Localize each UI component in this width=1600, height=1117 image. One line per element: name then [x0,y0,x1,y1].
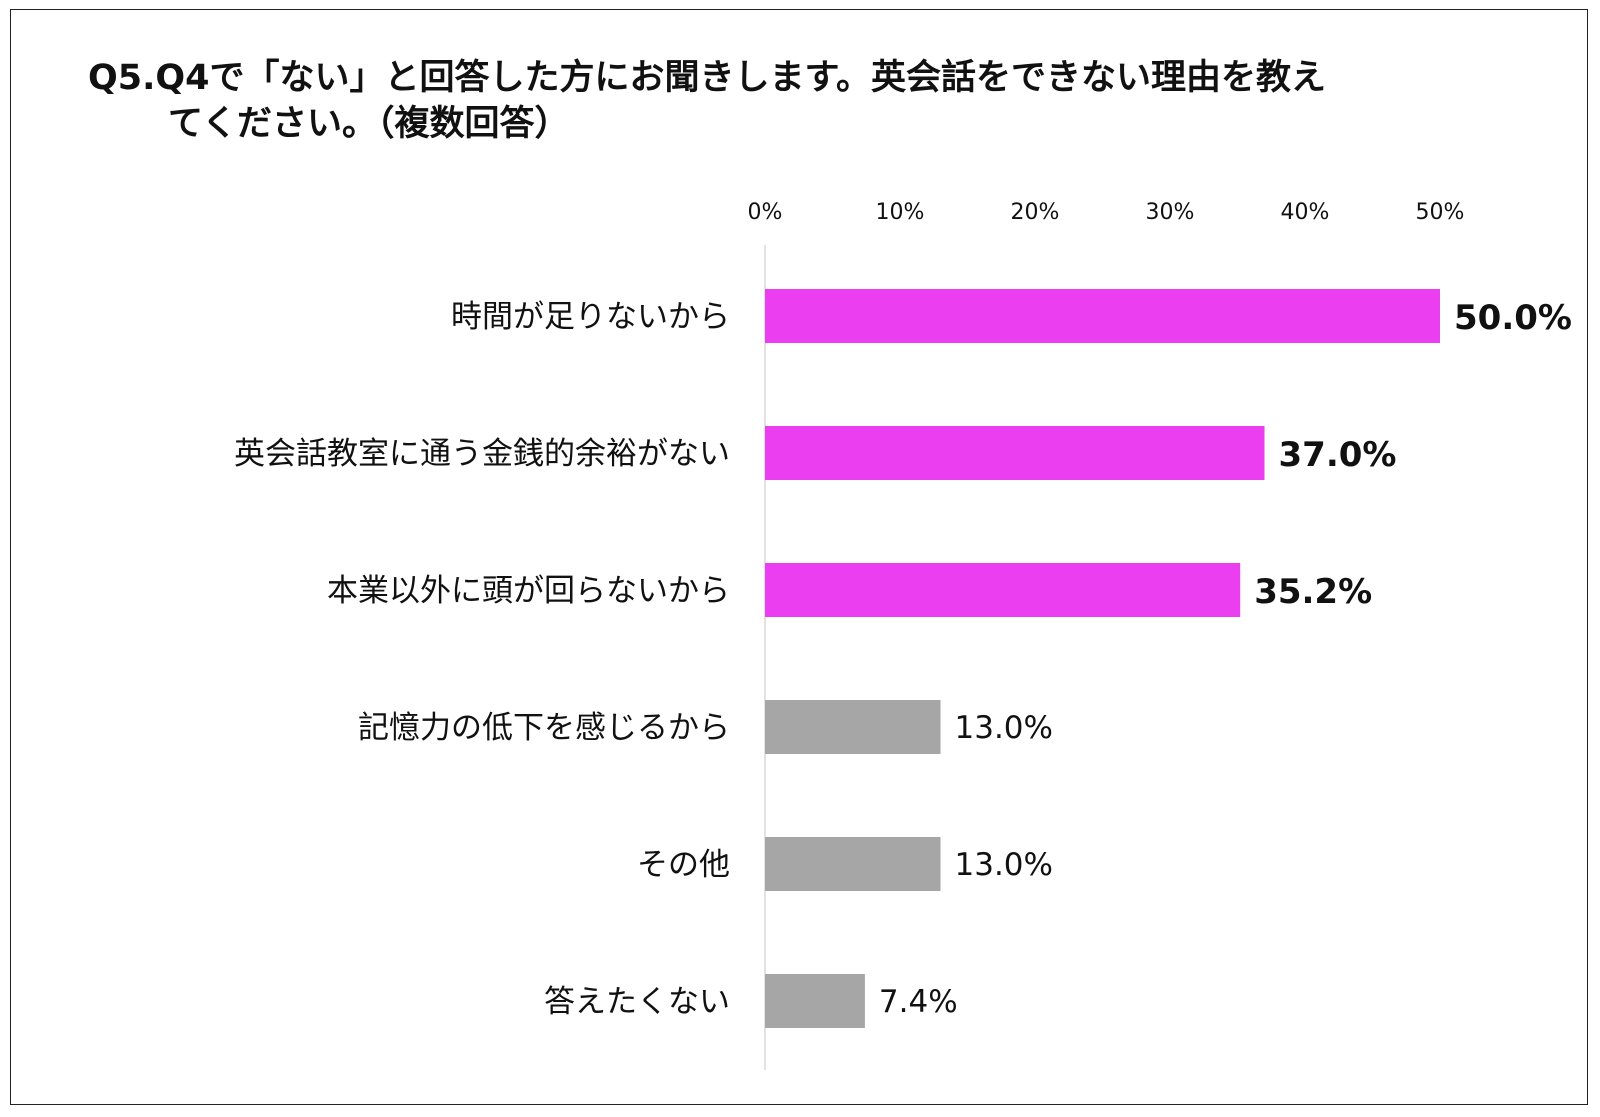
bar [765,837,941,891]
bar [765,426,1265,480]
x-tick-label: 20% [1011,200,1060,225]
bar [765,289,1440,343]
category-label: 本業以外に頭が回らないから [327,573,730,609]
chart-title-line2: てください。（複数回答） [168,104,570,144]
data-label: 37.0% [1279,435,1397,475]
data-label: 13.0% [955,710,1053,746]
chart-title-line1: Q5.Q4で「ない」と回答した方にお聞きします。英会話をできない理由を教え [88,58,1327,98]
x-tick-label: 50% [1416,200,1465,225]
bar [765,974,865,1028]
category-label: 時間が足りないから [451,299,730,335]
x-tick-label: 0% [748,200,783,225]
data-label: 13.0% [955,847,1053,883]
category-label: 英会話教室に通う金銭的余裕がない [234,436,730,472]
bar [765,563,1241,617]
x-tick-label: 10% [876,200,925,225]
x-tick-label: 30% [1146,200,1195,225]
category-label: その他 [637,847,730,883]
chart-frame [10,9,1588,1105]
chart-title: Q5.Q4で「ない」と回答した方にお聞きします。英会話をできない理由を教え てく… [88,55,1528,147]
x-tick-label: 40% [1281,200,1330,225]
data-label: 7.4% [879,984,958,1020]
data-label: 50.0% [1454,298,1572,338]
category-label: 答えたくない [544,984,730,1020]
data-label: 35.2% [1254,572,1372,612]
category-label: 記憶力の低下を感じるから [358,710,730,746]
bar [765,700,941,754]
